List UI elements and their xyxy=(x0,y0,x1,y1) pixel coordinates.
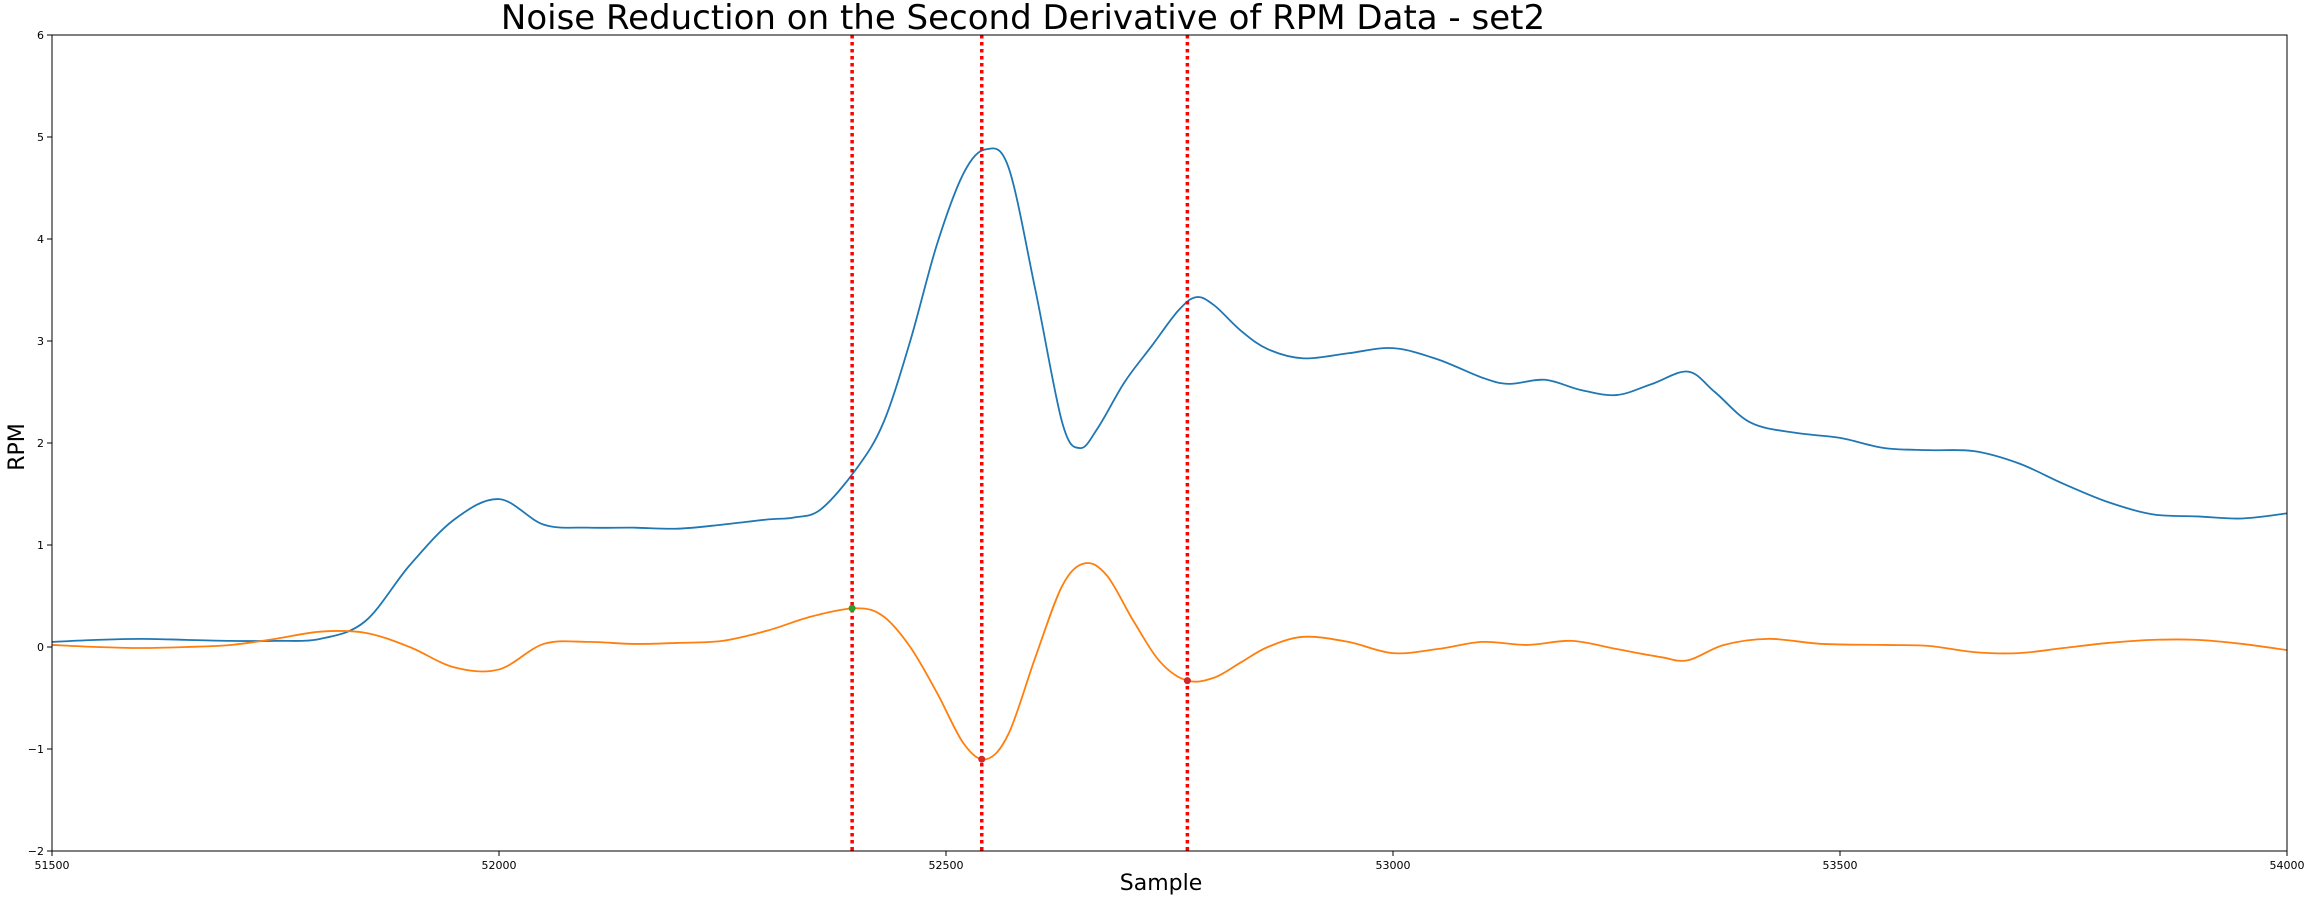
point-marker-0 xyxy=(848,604,856,612)
axes-layer: 51500 52000 52500 53000 53500 54000 −2 −1 0 1 2 3 4 5… xyxy=(28,29,2305,872)
y-tick-label: 0 xyxy=(37,641,44,654)
x-tick-label: 52500 xyxy=(929,859,964,872)
y-tick-label: 1 xyxy=(37,539,44,552)
x-tick-label: 54000 xyxy=(2270,859,2305,872)
x-tick-label: 53000 xyxy=(1376,859,1411,872)
y-tick-label: 3 xyxy=(37,335,44,348)
y-tick-label: 4 xyxy=(37,233,44,246)
plot-frame xyxy=(51,34,2288,852)
point-marker-2 xyxy=(1183,677,1191,685)
vertical-lines-layer xyxy=(850,35,1190,851)
markers-layer xyxy=(848,604,1191,763)
y-tick-label: 6 xyxy=(37,29,44,42)
point-marker-1 xyxy=(978,755,986,763)
series-line-0 xyxy=(51,147,2288,643)
x-tick-label: 53500 xyxy=(1823,859,1858,872)
chart-title: Noise Reduction on the Second Derivative… xyxy=(501,0,1545,38)
y-tick-label: 2 xyxy=(37,437,44,450)
x-axis-label: Sample xyxy=(1120,871,1203,896)
series-layer xyxy=(51,147,2288,761)
x-tick-label: 51500 xyxy=(35,859,70,872)
y-tick-label: −2 xyxy=(28,845,44,858)
y-tick-label: 5 xyxy=(37,131,44,144)
y-tick-label: −1 xyxy=(28,743,44,756)
series-line-1 xyxy=(51,562,2288,761)
x-tick-label: 52000 xyxy=(482,859,517,872)
y-axis-label: RPM xyxy=(5,423,30,471)
